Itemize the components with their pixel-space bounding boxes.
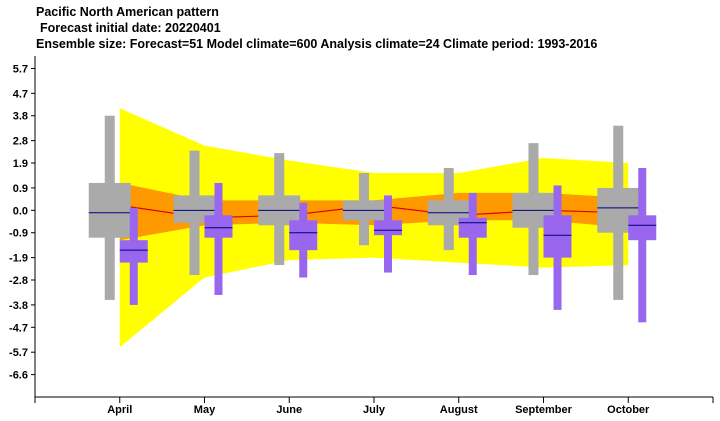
y-tick-label: 2.8 (13, 136, 28, 148)
forecast-whisker (214, 182, 223, 295)
y-tick-label: -4.7 (9, 322, 28, 334)
chart-title: Pacific North American pattern (36, 5, 219, 19)
y-tick-label: -2.8 (9, 275, 28, 287)
forecast-whisker (638, 168, 647, 323)
x-tick-label-april: April (107, 404, 132, 416)
x-tick-label-june: June (276, 404, 302, 416)
y-tick-label: 5.7 (13, 63, 28, 75)
forecast-box (204, 215, 233, 238)
forecast-box (289, 220, 318, 251)
forecast-box (458, 217, 487, 238)
y-tick-label: 4.7 (13, 88, 28, 100)
y-tick-label: 0.0 (13, 205, 28, 217)
y-tick-label: -0.9 (9, 228, 28, 240)
x-tick-label-august: August (440, 404, 478, 416)
x-tick-label-september: September (515, 404, 573, 416)
forecast-date-subtitle: Forecast initial date: 20220401 (40, 21, 221, 35)
forecast-box (543, 215, 572, 258)
y-tick-label: -3.8 (9, 300, 28, 312)
forecast-box (119, 240, 148, 263)
y-tick-label: -6.6 (9, 370, 28, 382)
forecast-box (374, 220, 402, 236)
model-climate-box (88, 182, 131, 238)
x-tick-label-october: October (607, 404, 650, 416)
ensemble-info-subtitle: Ensemble size: Forecast=51 Model climate… (36, 37, 598, 51)
y-tick-label: 1.9 (13, 158, 28, 170)
y-tick-label: 0.9 (13, 183, 28, 195)
x-tick-label-july: July (363, 404, 386, 416)
y-tick-label: -1.9 (9, 253, 28, 265)
forecast-box (628, 215, 657, 241)
y-tick-label: 3.8 (13, 111, 28, 123)
chart-titles: Pacific North American pattern Forecast … (36, 4, 597, 52)
x-tick-label-may: May (194, 404, 216, 416)
y-tick-label: -5.7 (9, 347, 28, 359)
